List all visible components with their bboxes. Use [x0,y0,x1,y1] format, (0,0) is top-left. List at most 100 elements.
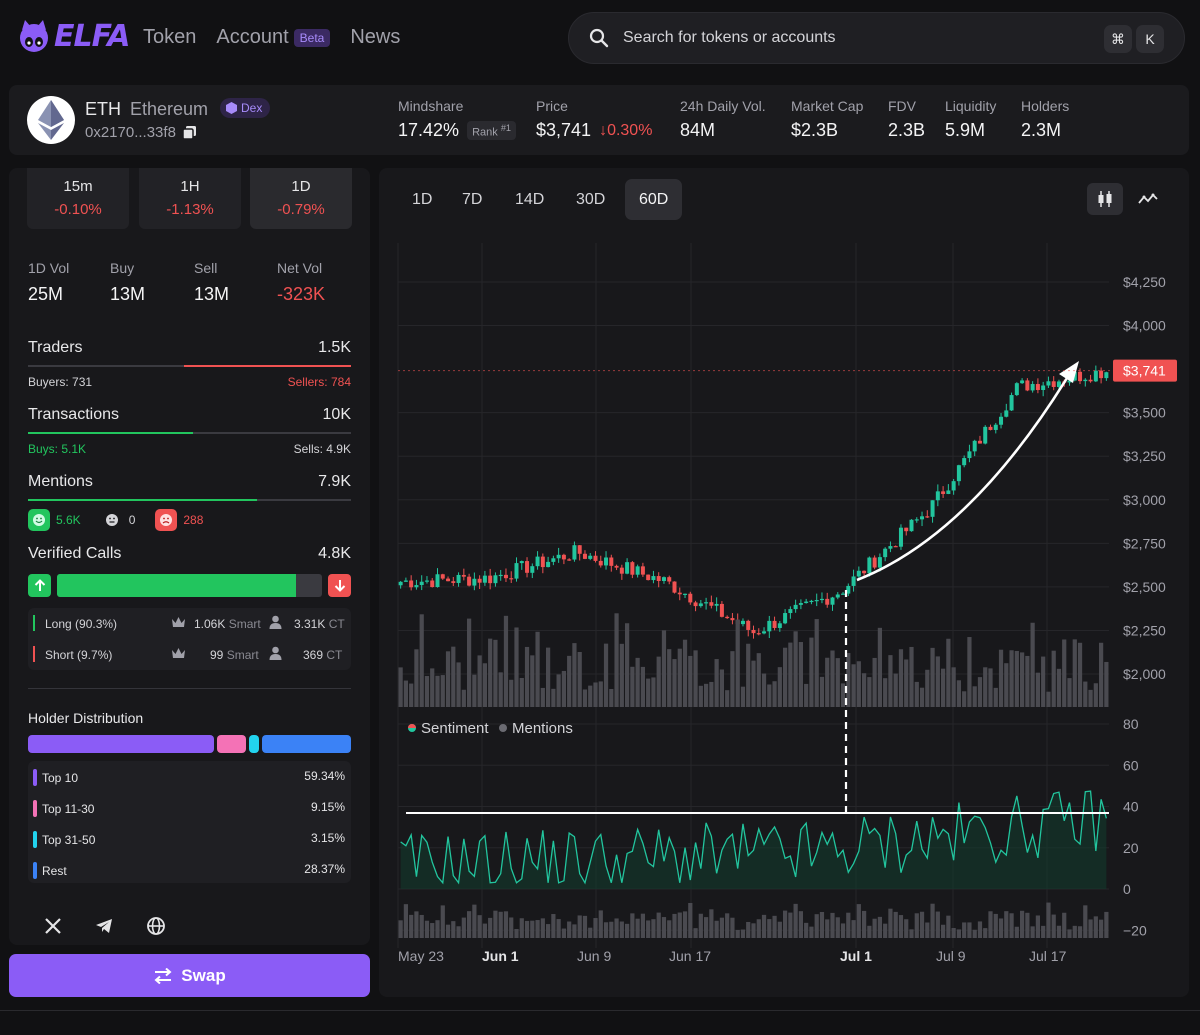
volume-bar [419,614,424,707]
volume-bar [435,675,440,707]
mentions-bar [983,928,988,938]
holder-value: 3.15% [310,831,345,845]
arrow-up-icon[interactable] [28,574,51,597]
x-tick-label: Jul 9 [936,948,966,964]
calls-bar-track [57,574,322,597]
price-tick-label: $2,000 [1123,666,1166,682]
mentions-bar [556,919,561,938]
mentions-bar [703,917,709,938]
candle-body [725,616,730,619]
volume-bar [677,648,682,707]
volume-bar [740,686,746,707]
nav-news[interactable]: News [350,26,400,49]
legend-mentions: Mentions [512,720,573,737]
candle-body [993,424,998,430]
timeframe-15m[interactable]: 15m -0.10% [27,168,129,229]
timeframe-1h[interactable]: 1H -1.13% [139,168,241,229]
mentions-bar [614,918,619,938]
timeframe-1d[interactable]: 1D -0.79% [250,168,352,229]
search-input[interactable] [623,29,1083,47]
stat-liquidity-value: 5.9M [945,120,986,140]
telegram-icon[interactable] [94,916,114,936]
logo[interactable]: ELFA [16,18,130,54]
volume-bar [1104,661,1109,707]
cat-logo-icon [20,20,48,52]
volume-bar [424,676,430,707]
line-chart-toggle[interactable] [1130,183,1166,215]
swap-button[interactable]: Swap [9,954,370,997]
vol-label: Sell [194,260,218,276]
globe-icon[interactable] [146,916,166,936]
sentiment-tick-label: 80 [1123,716,1139,732]
timeframe-change: -0.10% [54,201,102,218]
buys-count: Buys: 5.1K [28,442,87,456]
mentions-bar [946,915,951,938]
candle-body [698,603,703,607]
candle-body [867,557,872,574]
mentions-bar [1019,910,1025,938]
line-chart-icon [1138,193,1158,204]
mentions-bar [698,913,703,938]
candle-body [540,556,545,568]
volume-bar [1083,681,1088,707]
holder-segment-top10 [28,735,215,753]
candle-body [630,562,635,575]
volume-bar [1072,639,1077,707]
candle-body [835,594,840,598]
mentions-bar [1035,915,1041,938]
x-tick-label: May 23 [398,948,444,964]
candle-body [877,557,882,568]
mentions-bar [814,914,819,938]
nav-token[interactable]: Token [143,26,196,49]
range-1d[interactable]: 1D [412,190,433,208]
price-sentiment-chart[interactable]: $4,250 $4,000 $3,500 $3,250 $3,000 $2,750 $2,5… [379,168,1189,997]
holder-value: 59.34% [304,769,345,783]
mentions-bar [424,920,430,938]
candle-body [609,557,614,566]
vol-buy: Buy 13M [110,260,145,305]
candle-body [525,561,530,573]
candle-body [688,593,693,603]
crown-icon [171,647,186,662]
long-row: Long (90.3%) 1.06K Smart 3.31K CT [28,612,351,636]
range-7d[interactable]: 7D [462,190,483,208]
mentions-bar [682,911,688,938]
mentions-bar [951,928,956,938]
arrow-down-icon[interactable] [328,574,351,597]
candle-body [598,560,603,566]
volume-bar [688,655,693,707]
volume-bar [466,618,472,707]
search-bar[interactable]: ⌘ K [568,12,1185,64]
stat-mindshare-label: Mindshare [398,98,464,114]
token-address[interactable]: 0x2170...33f8 [85,124,197,141]
mentions-bar [646,920,651,938]
candle-body [1004,410,1009,417]
candle-body [693,602,698,607]
mentions-bar [751,923,756,938]
candle-body [488,575,493,584]
x-twitter-icon[interactable] [43,916,63,936]
range-30d[interactable]: 30D [576,190,606,208]
mentions-bar [409,914,414,938]
mentions-bar [819,911,825,938]
candle-body [941,491,946,494]
candle-body [1093,370,1098,382]
volume-bar [1041,656,1046,707]
candlestick-toggle[interactable] [1087,183,1123,215]
mentions-bar [777,921,782,938]
nav-account[interactable]: Account Beta [216,26,331,49]
candle-body [614,565,619,568]
candle-body [651,576,656,581]
range-14d[interactable]: 14D [515,190,545,208]
candle-body [730,618,735,621]
mentions-bar [735,929,740,938]
volume-bar [414,649,419,707]
mentions-bar [519,918,524,938]
volume-bar [983,667,988,707]
ct-label: CT [326,648,343,662]
logo-text: ELFA [54,18,130,54]
buyers-count: Buyers: 731 [28,375,93,389]
mentions-bar [925,922,930,938]
copy-icon[interactable] [182,125,197,140]
range-60d[interactable]: 60D [625,179,683,220]
